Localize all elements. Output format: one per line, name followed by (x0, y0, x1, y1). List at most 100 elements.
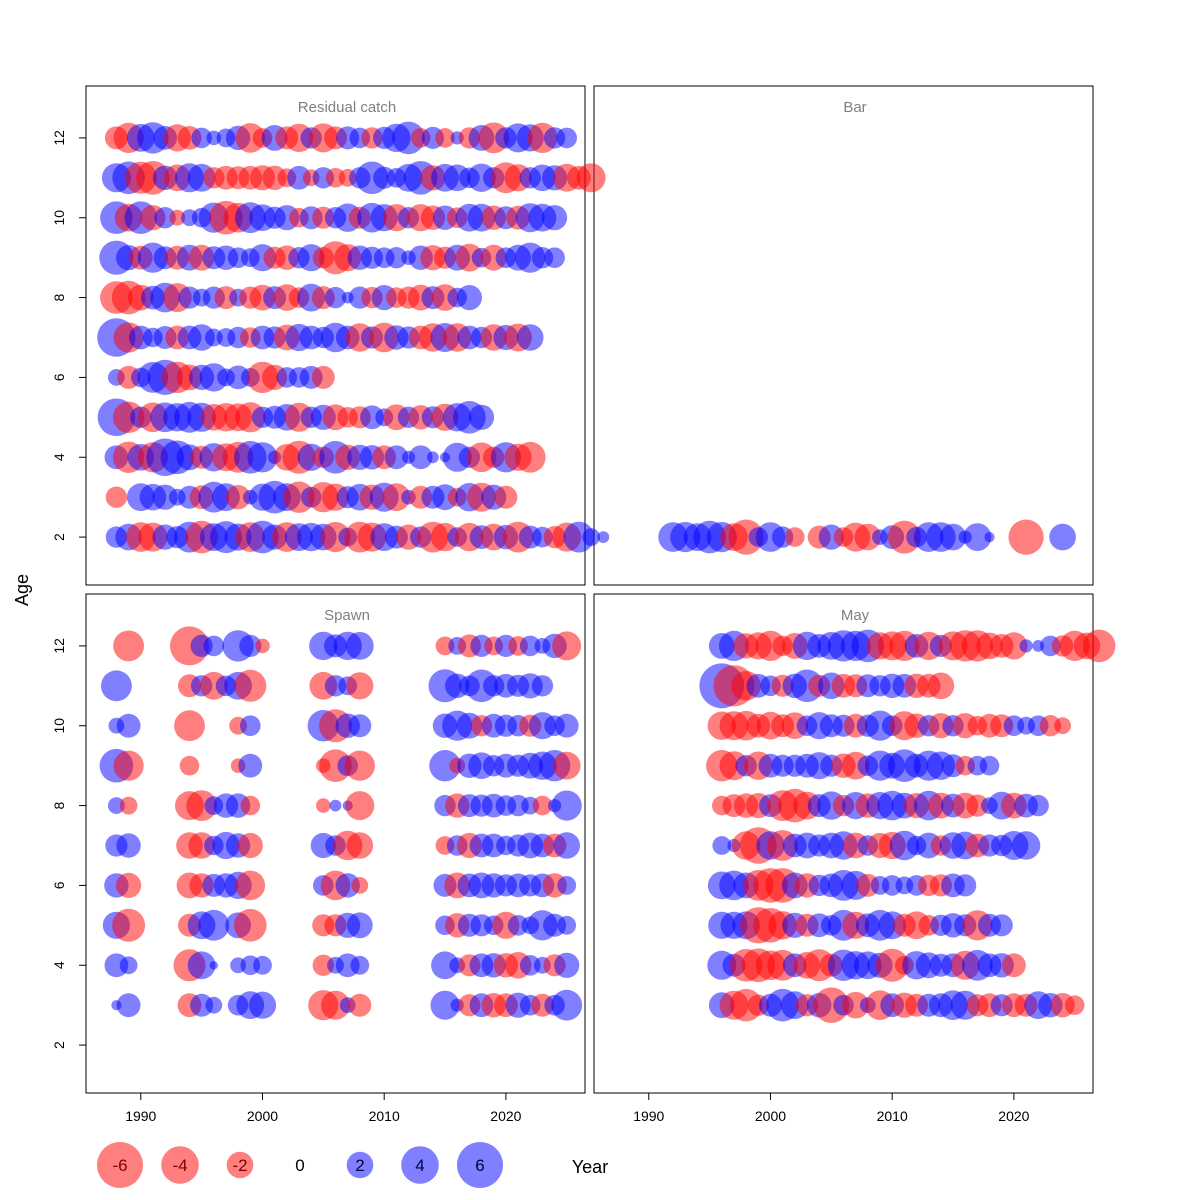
x-axis-title: Year (572, 1157, 608, 1177)
panel-frame-top-left (85, 85, 586, 586)
panel-title-spawn: Spawn (324, 607, 370, 624)
y-axis-title: Age (12, 574, 32, 606)
legend-label: -6 (112, 1156, 127, 1175)
residual-bubble (235, 870, 266, 901)
residual-bubble (1002, 953, 1026, 978)
residual-bubble (119, 956, 138, 975)
residual-bubble (1008, 519, 1044, 555)
residual-bubble (1039, 715, 1062, 737)
residual-bubble (554, 713, 579, 738)
residual-bubble (116, 833, 141, 858)
residual-bubble (408, 445, 433, 470)
y-tick-label: 6 (51, 373, 67, 381)
residual-bubble (954, 874, 977, 897)
y-tick-label: 2 (51, 533, 67, 541)
residual-bubble (225, 485, 251, 510)
y-tick-label: 4 (51, 961, 67, 969)
legend-bubble (346, 1151, 374, 1179)
legend-bubble (97, 1142, 143, 1188)
residual-bubble (1082, 629, 1116, 663)
x-tick-label: 1990 (125, 1108, 156, 1124)
residual-bubble (1011, 831, 1041, 860)
residual-bubble (345, 791, 375, 821)
residual-bubble (519, 635, 541, 657)
residual-bubble (191, 127, 212, 149)
panel-title-may: May (841, 607, 870, 624)
panel-frame-bottom-right (593, 593, 1094, 1094)
panel-frame-top-right (593, 85, 1094, 586)
residual-bubble (112, 908, 146, 942)
residual-bubble (101, 670, 132, 702)
x-tick-label: 2010 (877, 1108, 908, 1124)
y-tick-label: 12 (51, 638, 67, 654)
legend-bubble (161, 1146, 199, 1184)
residual-bubble (551, 989, 583, 1021)
residual-bubble (427, 451, 439, 464)
residual-bubble (494, 485, 518, 509)
residual-bubble (348, 714, 372, 738)
residual-bubble (927, 672, 955, 700)
residual-bubble (234, 669, 267, 702)
residual-bubble (966, 794, 989, 817)
x-tick-label: 2020 (490, 1108, 521, 1124)
residual-bubble (516, 324, 544, 351)
bubbles-layer (97, 121, 1116, 1023)
residual-bubble (190, 993, 214, 1017)
residual-bubble (316, 798, 331, 813)
residual-bubble (1027, 794, 1049, 817)
panel-title-bar: Bar (843, 99, 866, 116)
residual-bubble (557, 876, 577, 895)
legend-bubble (226, 1151, 254, 1179)
legend-label: 4 (415, 1156, 424, 1175)
residual-bubble (324, 286, 347, 309)
residual-bubble (984, 532, 995, 543)
residual-bubble (552, 631, 582, 661)
residual-bubble (344, 750, 375, 781)
residual-bubble (335, 873, 360, 898)
residual-bubble (237, 832, 263, 859)
x-tick-label: 2000 (755, 1108, 786, 1124)
legend-label: 0 (295, 1156, 304, 1175)
residual-bubble (431, 951, 459, 980)
residual-bubble (113, 630, 144, 662)
residual-bubble (551, 790, 582, 821)
residual-bubble (203, 635, 225, 657)
x-tick-label: 2010 (369, 1108, 400, 1124)
residual-bubble (557, 915, 577, 935)
y-tick-label: 4 (51, 453, 67, 461)
residual-bubble (312, 954, 334, 976)
residual-bubble (329, 799, 342, 812)
residual-bubble (385, 247, 408, 269)
residual-bubble (108, 797, 125, 814)
y-tick-label: 8 (51, 293, 67, 301)
bubble-size-legend: -6 -4 -2 0 2 4 6 (97, 1142, 503, 1188)
residual-bubble (116, 993, 141, 1018)
residual-bubble (116, 872, 142, 899)
x-tick-label: 1990 (633, 1108, 664, 1124)
y-tick-label: 8 (51, 801, 67, 809)
residual-bubble (348, 993, 372, 1017)
residual-bubble (154, 207, 176, 229)
residual-bubble (119, 796, 138, 815)
residual-bubble (174, 710, 205, 742)
residual-bubble (563, 521, 595, 553)
residual-bubble (105, 486, 128, 508)
residual-bubble (542, 205, 568, 231)
residual-bubble (1064, 995, 1085, 1015)
y-tick-label: 10 (51, 210, 67, 226)
legend-label: 2 (355, 1156, 364, 1175)
residual-bubble (238, 753, 263, 778)
y-tick-label: 12 (51, 130, 67, 146)
y-tick-label: 10 (51, 718, 67, 734)
residual-bubble (456, 285, 482, 311)
residual-bubble (209, 961, 218, 970)
residual-bubble (247, 442, 278, 473)
x-tick-label: 2000 (247, 1108, 278, 1124)
residual-bubble (435, 128, 455, 148)
residual-bubble (519, 955, 541, 976)
panel-frame-bottom-left (85, 593, 586, 1094)
residual-bubble (240, 715, 261, 736)
residual-bubble (346, 672, 374, 700)
residual-bubble (321, 990, 350, 1020)
residual-bubble (597, 531, 610, 543)
